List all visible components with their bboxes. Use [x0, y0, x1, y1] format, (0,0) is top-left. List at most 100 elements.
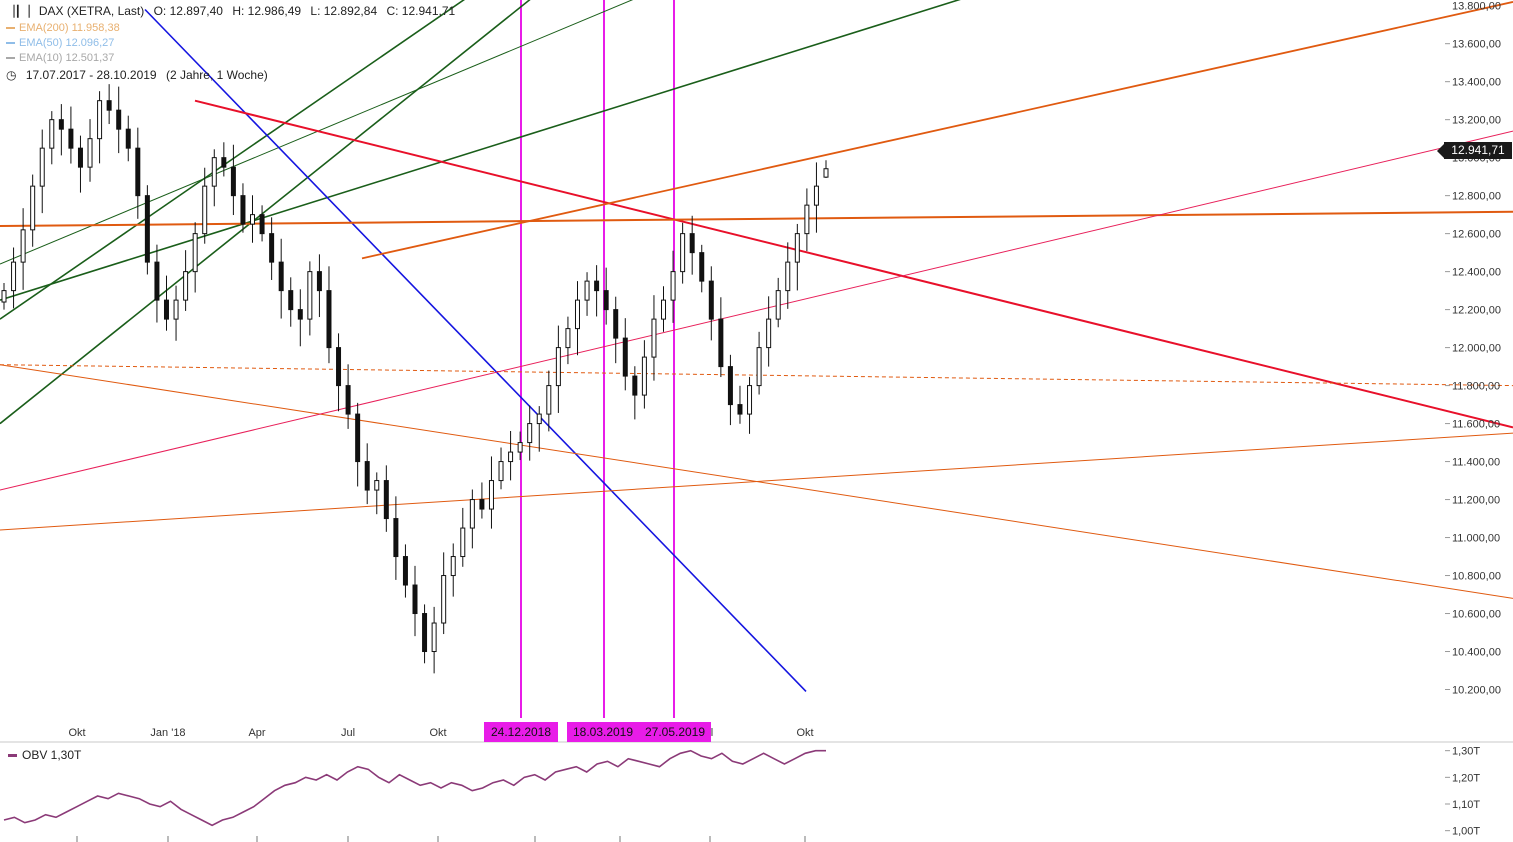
candle-body: [192, 233, 198, 273]
candle-body: [87, 138, 93, 168]
y-tick-label: 13.600,00: [1452, 39, 1501, 51]
date-range-note: (2 Jahre, 1 Woche): [165, 68, 268, 82]
clock-icon[interactable]: ◷: [6, 68, 17, 82]
candle-body: [154, 261, 160, 301]
candle-body: [240, 195, 246, 225]
y-tick-label: 13.400,00: [1452, 77, 1501, 89]
candle-body: [364, 461, 370, 491]
candle-body: [689, 233, 695, 254]
candle-body: [393, 518, 399, 558]
candle-body: [565, 328, 571, 349]
candle-body: [230, 166, 236, 197]
candle-body: [383, 480, 389, 520]
candle-body: [97, 100, 103, 140]
candle-body: [517, 442, 523, 453]
candle-body: [11, 261, 17, 292]
candle-body: [574, 299, 580, 330]
candlestick-icon[interactable]: ▕┃▕: [6, 6, 30, 18]
candle-body: [250, 214, 256, 225]
x-tick-label: Okt: [796, 727, 813, 739]
y-tick-label: 11.400,00: [1452, 457, 1500, 469]
symbol-label: DAX (XETRA, Last): [38, 4, 145, 18]
candle-body: [450, 556, 456, 577]
candle-body: [613, 309, 619, 339]
candle-body: [794, 233, 800, 263]
candle-body: [422, 613, 428, 653]
candle-body: [479, 499, 485, 510]
candle-body: [804, 204, 810, 235]
candle-body: [813, 185, 819, 206]
candle-body: [316, 271, 322, 292]
candle-body: [584, 280, 590, 301]
candle-body: [469, 499, 475, 529]
candle-body: [498, 461, 504, 482]
open-value: O: 12.897,40: [153, 4, 223, 18]
ema10-label: EMA(10) 12.501,37: [19, 52, 115, 64]
y-tick-label: 13.800,00: [1452, 1, 1501, 13]
green-trendline-thin: [0, 0, 634, 265]
candle-body: [106, 100, 112, 111]
candle-body: [269, 233, 275, 263]
candle-body: [345, 385, 351, 415]
candle-body: [326, 290, 332, 349]
candle-body: [823, 168, 829, 178]
candle-body: [737, 404, 743, 415]
y-tick-label: 10.600,00: [1452, 609, 1501, 621]
orange-horizontal-resistance: [0, 210, 1513, 228]
ema200-label: EMA(200) 11.958,38: [19, 22, 120, 34]
candle-body: [546, 385, 552, 415]
obv-tick-label: 1,30T: [1452, 746, 1480, 758]
candle-body: [508, 451, 514, 463]
orange-rising-support: [0, 432, 1513, 531]
candle-body: [278, 261, 284, 292]
obv-tick-label: 1,10T: [1452, 799, 1480, 811]
chart-header-ohlc: ▕┃▕ DAX (XETRA, Last) O: 12.897,40 H: 12…: [6, 4, 461, 18]
candle-body: [632, 375, 638, 396]
x-tick-label: Apr: [248, 727, 265, 739]
x-tick-label: Okt: [429, 727, 446, 739]
y-tick-label: 12.800,00: [1452, 191, 1501, 203]
candle-body: [670, 271, 676, 301]
green-trendline-long: [0, 0, 961, 301]
y-tick-label: 11.800,00: [1452, 381, 1500, 393]
obv-tick-label: 1,00T: [1452, 826, 1480, 838]
candle-body: [756, 347, 762, 387]
obv-panel: 1,30T 1,20T 1,10T 1,00T: [3, 746, 1480, 838]
candle-body: [135, 147, 141, 197]
ema200-legend: EMA(200) 11.958,38: [6, 22, 126, 34]
candles-layer: [1, 84, 829, 674]
candle-body: [412, 584, 418, 615]
candle-body: [307, 271, 313, 320]
x-tick-label: Okt: [68, 727, 85, 739]
y-tick-label: 10.200,00: [1452, 685, 1501, 697]
high-value: H: 12.986,49: [232, 4, 302, 18]
candle-body: [536, 413, 542, 425]
candle-body: [594, 280, 600, 292]
candle-body: [699, 252, 705, 282]
candle-body: [49, 119, 55, 149]
candle-body: [211, 157, 217, 187]
candle-body: [173, 299, 179, 320]
date-range-label: 17.07.2017 - 28.10.2019: [25, 68, 157, 82]
candle-body: [336, 347, 342, 387]
y-tick-label: 11.000,00: [1452, 533, 1500, 545]
last-price-badge: 12.941,71: [1437, 142, 1512, 159]
candle-body: [20, 229, 26, 263]
y-tick-label: 10.800,00: [1452, 571, 1501, 583]
orange-upper-channel: [361, 1, 1513, 260]
candle-body: [603, 290, 609, 311]
candle-body: [680, 233, 686, 273]
y-tick-label: 13.200,00: [1452, 115, 1501, 127]
candle-body: [202, 185, 208, 235]
y-tick-label: 11.600,00: [1452, 419, 1500, 431]
candle-body: [116, 109, 122, 130]
candle-body: [555, 347, 561, 387]
y-tick-label: 10.400,00: [1452, 647, 1501, 659]
candle-body: [58, 119, 64, 130]
candle-body: [441, 575, 447, 624]
candle-body: [30, 185, 36, 231]
candle-body: [727, 366, 733, 406]
candle-body: [747, 385, 753, 415]
